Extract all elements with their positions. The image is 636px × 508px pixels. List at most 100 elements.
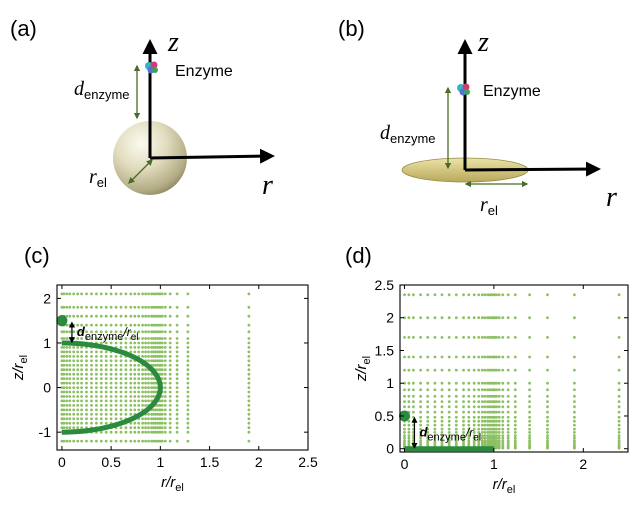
y-tick-label: 1 <box>43 335 51 351</box>
mesh-point <box>137 363 141 367</box>
mesh-point <box>60 386 64 389</box>
mesh-point <box>85 439 88 443</box>
mesh-point <box>76 381 80 385</box>
mesh-point <box>403 336 406 339</box>
mesh-point <box>109 305 113 309</box>
mesh-point <box>133 341 137 345</box>
mesh-point <box>480 388 484 392</box>
mesh-point <box>156 305 159 309</box>
mesh-point <box>60 404 64 407</box>
mesh-point <box>147 346 150 349</box>
mesh-point <box>133 404 137 407</box>
mesh-point <box>154 305 157 309</box>
mesh-point <box>407 436 411 440</box>
mesh-point <box>95 292 98 296</box>
mesh-point <box>440 368 444 372</box>
mesh-point <box>109 439 113 443</box>
mesh-point <box>168 381 172 385</box>
mesh-point <box>114 292 118 296</box>
mesh-point <box>104 439 108 443</box>
mesh-point <box>65 412 69 416</box>
mesh-point <box>68 412 72 416</box>
mesh-point <box>546 336 549 339</box>
mesh-point <box>119 395 123 398</box>
mesh-point <box>160 408 164 412</box>
mesh-point <box>60 408 64 412</box>
mesh-point <box>137 399 141 403</box>
mesh-point <box>144 390 148 394</box>
mesh-point <box>163 359 167 363</box>
mesh-point <box>141 386 145 389</box>
mesh-point <box>163 330 167 334</box>
mesh-point <box>124 341 128 345</box>
mesh-point <box>467 441 471 445</box>
mesh-point <box>150 430 153 434</box>
mesh-point <box>150 355 153 358</box>
mesh-point <box>133 346 137 349</box>
mesh-point <box>186 430 190 434</box>
mesh-point <box>119 305 123 309</box>
mesh-point <box>175 408 179 412</box>
mesh-point <box>68 350 72 354</box>
mesh-point <box>150 292 153 296</box>
mesh-point <box>65 395 69 398</box>
mesh-point <box>80 346 83 349</box>
mesh-point <box>95 439 98 443</box>
y-tick-label: 0 <box>386 441 394 457</box>
mesh-point <box>150 412 153 416</box>
mesh-point <box>119 377 123 380</box>
mesh-point <box>60 426 64 430</box>
mesh-point <box>147 330 150 334</box>
mesh-point <box>403 293 406 297</box>
mesh-point <box>426 415 430 419</box>
mesh-point <box>467 419 471 423</box>
mesh-point <box>129 386 133 389</box>
mesh-point <box>114 314 118 318</box>
mesh-point <box>150 350 153 354</box>
mesh-point <box>65 390 69 394</box>
mesh-point <box>156 355 159 358</box>
mesh-point <box>80 305 83 309</box>
mesh-point <box>407 394 411 398</box>
mesh-point <box>85 404 88 407</box>
mesh-point <box>90 359 93 363</box>
mesh-point <box>501 405 505 409</box>
mesh-point <box>129 426 133 430</box>
mesh-point <box>129 368 133 372</box>
mesh-point <box>76 404 80 407</box>
mesh-point <box>163 368 167 372</box>
mesh-point <box>175 381 179 385</box>
mesh-point <box>129 314 133 318</box>
mesh-point <box>163 386 167 389</box>
mesh-point <box>419 394 422 398</box>
mesh-point <box>141 404 145 407</box>
mesh-point <box>114 341 118 345</box>
mesh-point <box>72 368 76 372</box>
mesh-point <box>141 355 145 358</box>
mesh-point <box>156 346 159 349</box>
plot-d: denzyme/rel 0 1 2 0 0.5 1 1.5 2 2.5 r/rel z/rel <box>353 277 629 496</box>
mesh-point <box>144 305 148 309</box>
mesh-point <box>546 427 549 431</box>
mesh-point <box>419 316 422 320</box>
mesh-point <box>175 337 179 340</box>
mesh-point <box>160 341 164 345</box>
mesh-point <box>447 400 451 403</box>
mesh-point <box>141 346 145 349</box>
mesh-point <box>501 388 505 392</box>
mesh-point <box>175 386 179 389</box>
mesh-point <box>168 359 172 363</box>
mesh-point <box>617 388 621 392</box>
mesh-point <box>440 436 444 440</box>
mesh-point <box>513 381 517 385</box>
mesh-point <box>497 427 501 431</box>
mesh-point <box>160 355 164 358</box>
mesh-point <box>114 355 118 358</box>
mesh-point <box>85 381 88 385</box>
mesh-point <box>506 405 510 409</box>
mesh-point <box>99 323 103 327</box>
mesh-point <box>62 330 66 334</box>
mesh-point <box>480 431 484 434</box>
mesh-point <box>141 417 145 421</box>
mesh-point <box>447 381 451 385</box>
